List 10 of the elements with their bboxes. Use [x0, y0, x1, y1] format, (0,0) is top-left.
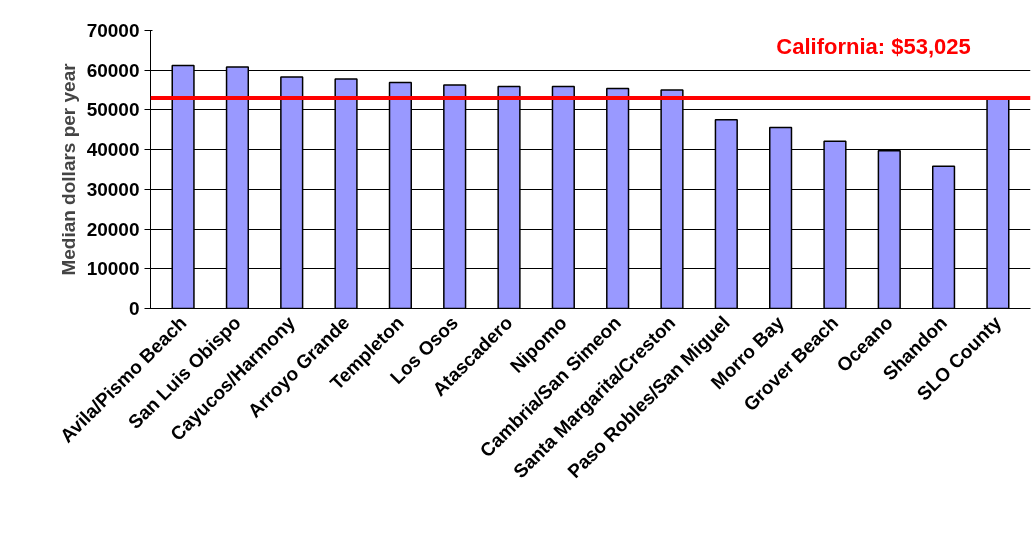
y-tick-label: 10000: [86, 258, 140, 280]
y-axis-title: Median dollars per year: [57, 62, 79, 276]
ref-line-label: California: $53,025: [776, 33, 971, 59]
y-tick-label: 30000: [86, 178, 140, 200]
y-tick-label: 70000: [86, 20, 140, 41]
y-tick-label: 20000: [86, 218, 140, 240]
y-tick-label: 0: [128, 298, 140, 319]
y-tick-label: 60000: [86, 59, 140, 81]
y-tick-label: 50000: [86, 99, 140, 121]
y-tick-label: 40000: [86, 139, 140, 161]
